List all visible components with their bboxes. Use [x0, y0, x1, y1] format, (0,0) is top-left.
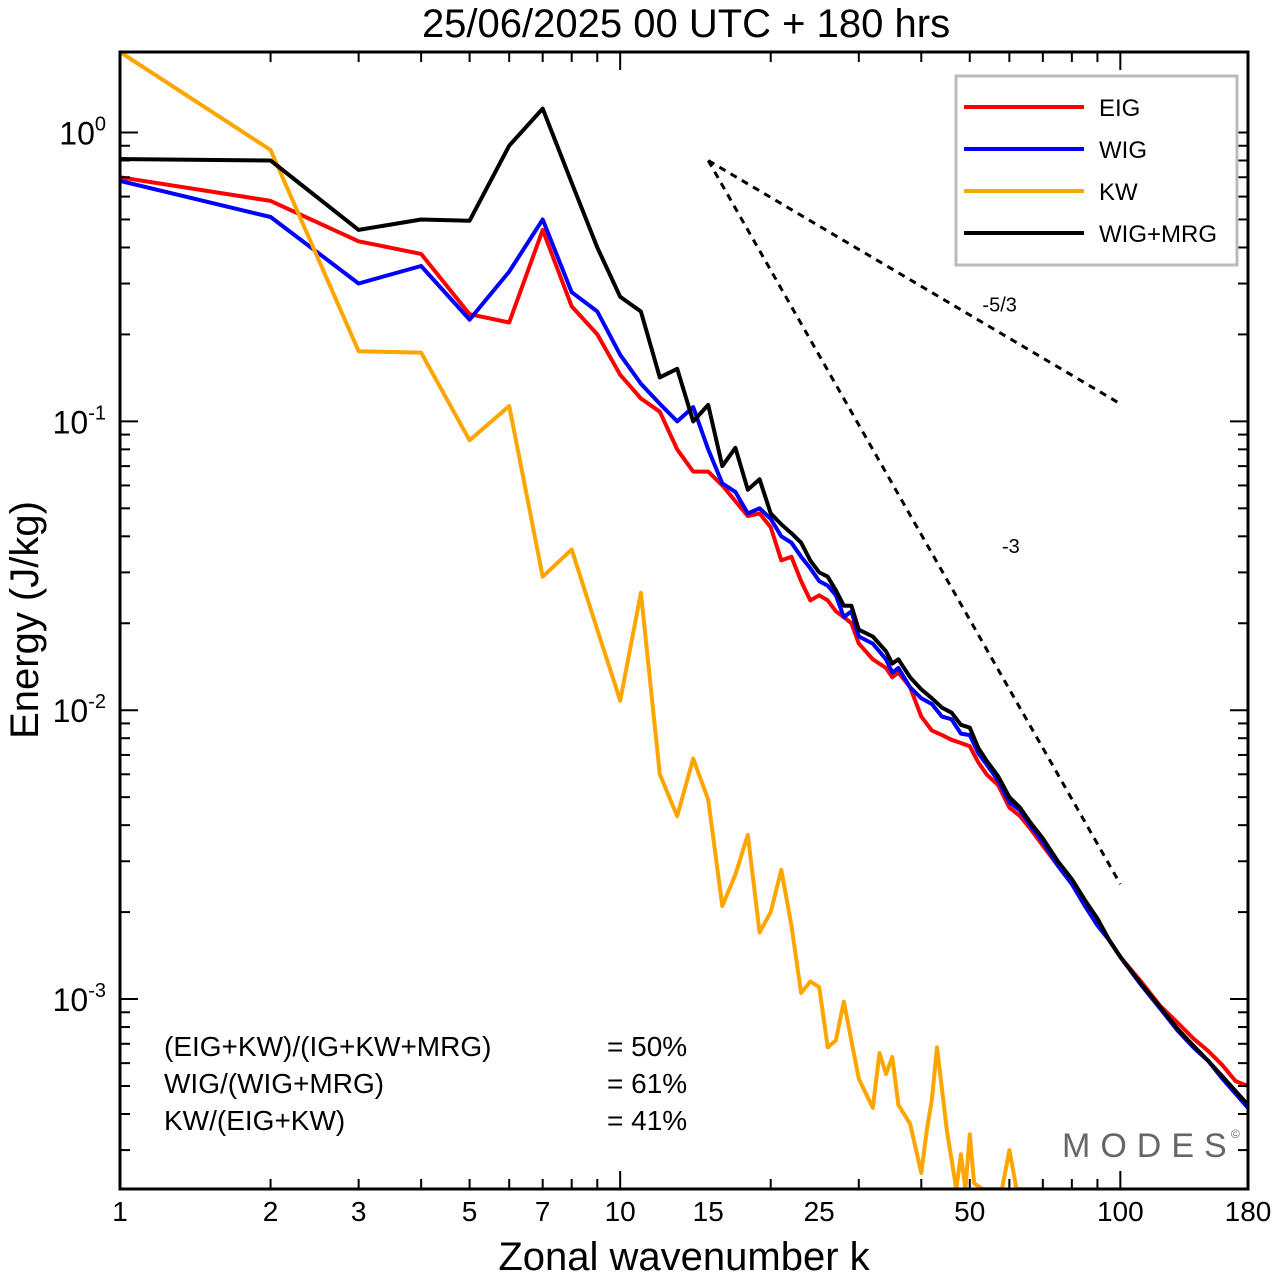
- reference-slope-layer: [706, 159, 1122, 885]
- modes-watermark: MODES ©: [1062, 1127, 1240, 1165]
- y-tick-label: 10-1: [53, 402, 106, 440]
- x-tick-label: 3: [351, 1196, 367, 1227]
- chart-title: 25/06/2025 00 UTC + 180 hrs: [422, 2, 950, 46]
- y-tick-label: 10-3: [53, 980, 106, 1018]
- watermark-text: MODES: [1062, 1127, 1237, 1165]
- x-tick-label: 100: [1097, 1196, 1144, 1227]
- ratio-annotations: (EIG+KW)/(IG+KW+MRG) = 50% WIG/(WIG+MRG) = …: [164, 1031, 687, 1136]
- y-tick-labels: 100 10-1 10-2 10-3: [53, 114, 106, 1019]
- x-tick-label: 7: [535, 1196, 551, 1227]
- x-tick-label: 50: [954, 1196, 985, 1227]
- series-line-eig: [120, 175, 1248, 1088]
- x-tick-label: 1: [112, 1196, 128, 1227]
- x-tick-label: 2: [263, 1196, 279, 1227]
- x-tick-label: 15: [693, 1196, 724, 1227]
- x-tick-label: 180: [1225, 1196, 1272, 1227]
- x-tick-labels: 1 2 3 5 7 10 15 25 50 100 180: [112, 1196, 1271, 1227]
- annotation-label: (EIG+KW)/(IG+KW+MRG): [164, 1031, 491, 1062]
- series-line-kw: [120, 52, 1043, 1189]
- series-line-wig-mrg: [120, 106, 1248, 1107]
- reference-slope-label-2: -3: [1002, 536, 1020, 558]
- legend-label-kw: KW: [1099, 179, 1138, 206]
- plot-frame: [118, 50, 1250, 1191]
- x-tick-label: 10: [605, 1196, 636, 1227]
- annotation-value: = 50%: [607, 1031, 687, 1062]
- legend-label-wig: WIG: [1099, 137, 1147, 164]
- tick-layer: [119, 52, 1249, 1189]
- legend-label-eig: EIG: [1099, 95, 1140, 122]
- y-axis-label: Energy (J/kg): [3, 501, 47, 739]
- annotation-value: = 61%: [607, 1068, 687, 1099]
- legend: EIG WIG KW WIG+MRG: [954, 74, 1239, 267]
- series-layer: [120, 52, 1248, 1189]
- x-tick-label: 5: [462, 1196, 478, 1227]
- reference-slope-line-1: [707, 159, 1122, 406]
- legend-label-wig-mrg: WIG+MRG: [1099, 221, 1217, 248]
- annotation-label: KW/(EIG+KW): [164, 1105, 345, 1136]
- annotation-label: WIG/(WIG+MRG): [164, 1068, 384, 1099]
- x-axis-label: Zonal wavenumber k: [498, 1235, 870, 1279]
- x-tick-label: 25: [804, 1196, 835, 1227]
- annotation-value: = 41%: [607, 1105, 687, 1136]
- reference-slope-line-2: [706, 159, 1122, 885]
- reference-slope-label-1: -5/3: [982, 295, 1016, 317]
- y-tick-label: 10-2: [53, 691, 106, 729]
- series-line-wig: [120, 178, 1248, 1110]
- watermark-copyright-mark: ©: [1231, 1127, 1240, 1141]
- y-tick-label: 100: [59, 114, 106, 152]
